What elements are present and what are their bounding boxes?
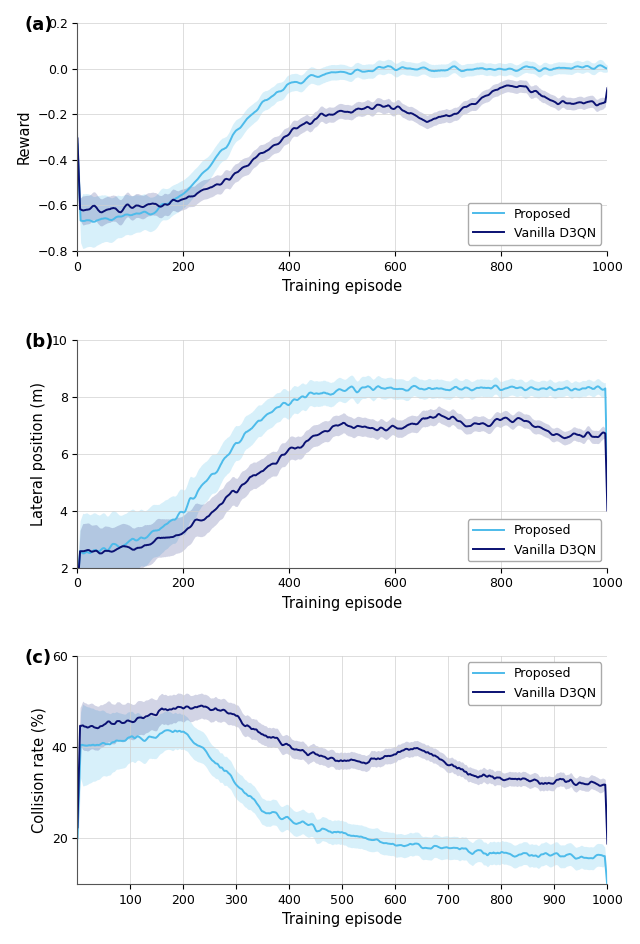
Vanilla D3QN: [507, 773, 515, 784]
Vanilla D3QN: [106, 203, 114, 214]
Proposed: [543, 848, 550, 859]
Proposed: [90, 216, 98, 228]
Proposed: [182, 186, 189, 197]
Proposed: [182, 728, 189, 739]
Proposed: [604, 882, 611, 893]
Proposed: [106, 214, 114, 226]
Proposed: [604, 63, 611, 75]
X-axis label: Training episode: Training episode: [282, 596, 403, 611]
Proposed: [578, 61, 586, 73]
Proposed: [74, 139, 81, 150]
Proposed: [492, 379, 499, 391]
Vanilla D3QN: [487, 87, 495, 98]
Proposed: [578, 383, 586, 395]
Proposed: [507, 849, 515, 860]
Proposed: [486, 382, 494, 394]
Vanilla D3QN: [181, 701, 189, 713]
Y-axis label: Reward: Reward: [17, 110, 31, 164]
Vanilla D3QN: [98, 207, 106, 218]
Vanilla D3QN: [106, 716, 114, 728]
Vanilla D3QN: [435, 409, 443, 420]
Text: (c): (c): [24, 649, 52, 667]
Vanilla D3QN: [579, 97, 586, 109]
Vanilla D3QN: [106, 546, 114, 557]
Proposed: [106, 542, 114, 553]
Vanilla D3QN: [487, 770, 495, 782]
Vanilla D3QN: [74, 582, 81, 594]
X-axis label: Training episode: Training episode: [282, 279, 403, 295]
Proposed: [487, 848, 495, 859]
Proposed: [74, 582, 81, 593]
Proposed: [507, 381, 515, 393]
Y-axis label: Collision rate (%): Collision rate (%): [31, 707, 46, 833]
Text: (a): (a): [24, 16, 53, 34]
X-axis label: Training episode: Training episode: [282, 912, 403, 927]
Legend: Proposed, Vanilla D3QN: Proposed, Vanilla D3QN: [468, 519, 601, 562]
Text: (b): (b): [24, 333, 54, 351]
Vanilla D3QN: [543, 425, 550, 436]
Proposed: [181, 506, 189, 517]
Vanilla D3QN: [487, 419, 495, 430]
Proposed: [106, 738, 114, 750]
Line: Vanilla D3QN: Vanilla D3QN: [77, 705, 607, 844]
Y-axis label: Lateral position (m): Lateral position (m): [31, 381, 46, 526]
Proposed: [596, 59, 604, 71]
Vanilla D3QN: [507, 415, 515, 427]
Legend: Proposed, Vanilla D3QN: Proposed, Vanilla D3QN: [468, 663, 601, 704]
Proposed: [604, 477, 611, 488]
Vanilla D3QN: [504, 79, 512, 91]
Line: Vanilla D3QN: Vanilla D3QN: [77, 85, 607, 212]
Proposed: [543, 383, 550, 395]
Vanilla D3QN: [543, 93, 551, 104]
Vanilla D3QN: [74, 821, 81, 833]
Vanilla D3QN: [507, 80, 515, 92]
Proposed: [164, 724, 172, 735]
Vanilla D3QN: [74, 133, 81, 144]
Legend: Proposed, Vanilla D3QN: Proposed, Vanilla D3QN: [468, 203, 601, 244]
Line: Proposed: Proposed: [77, 730, 607, 887]
Proposed: [74, 833, 81, 844]
Vanilla D3QN: [197, 700, 205, 711]
Vanilla D3QN: [181, 526, 189, 537]
Vanilla D3QN: [543, 778, 550, 789]
Proposed: [507, 63, 515, 75]
Proposed: [543, 63, 550, 75]
Line: Proposed: Proposed: [77, 65, 607, 222]
Proposed: [578, 851, 586, 863]
Vanilla D3QN: [604, 505, 611, 516]
Proposed: [487, 63, 495, 75]
Vanilla D3QN: [182, 193, 189, 204]
Vanilla D3QN: [604, 82, 611, 93]
Vanilla D3QN: [578, 778, 586, 789]
Line: Proposed: Proposed: [77, 385, 607, 587]
Vanilla D3QN: [604, 838, 611, 850]
Line: Vanilla D3QN: Vanilla D3QN: [77, 414, 607, 588]
Vanilla D3QN: [578, 430, 586, 442]
